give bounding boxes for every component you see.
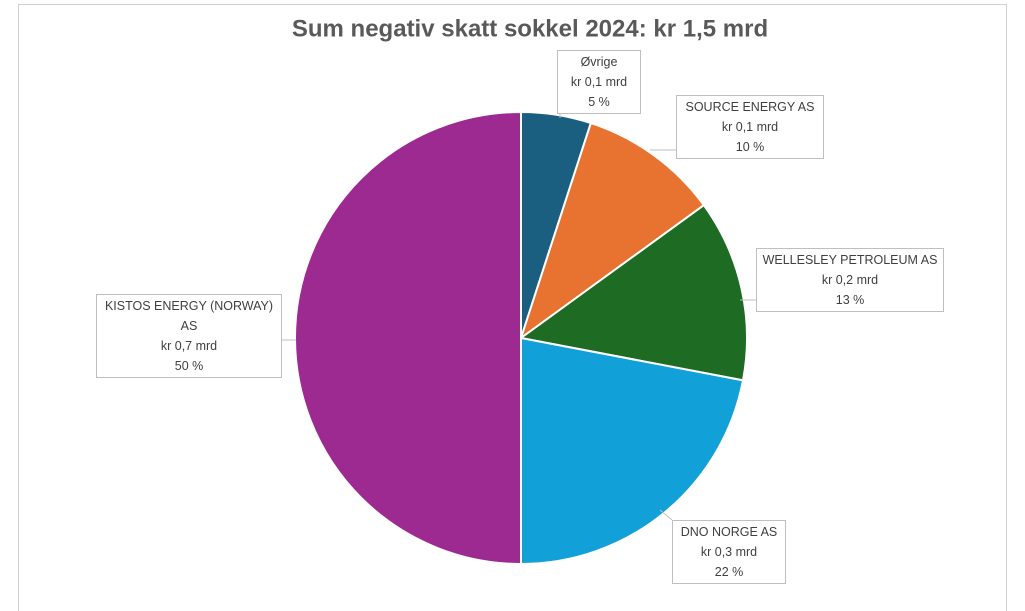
chart-frame xyxy=(18,4,1007,611)
pie-slice xyxy=(518,203,748,382)
label-amount: kr 0,7 mrd xyxy=(160,339,218,353)
label-amount: kr 0,3 mrd xyxy=(700,545,758,559)
label-percent: 22 % xyxy=(714,565,744,579)
label-name: Øvrige xyxy=(580,55,618,69)
data-label: WELLESLEY PETROLEUM AS kr 0,2 mrd 13 % xyxy=(756,248,944,312)
label-name: WELLESLEY PETROLEUM AS xyxy=(762,253,938,267)
label-name: DNO NORGE AS xyxy=(680,525,778,539)
data-label: KISTOS ENERGY (NORWAY) AS kr 0,7 mrd 50 % xyxy=(96,294,282,378)
label-percent: 5 % xyxy=(588,95,610,109)
callout-line xyxy=(659,509,673,521)
label-name: SOURCE ENERGY AS xyxy=(685,100,815,114)
data-label: Øvrige kr 0,1 mrd 5 % xyxy=(557,50,641,114)
pie-slice xyxy=(519,121,706,341)
pie-slice xyxy=(294,110,522,566)
label-percent: 10 % xyxy=(735,140,765,154)
label-percent: 13 % xyxy=(835,293,865,307)
pie-slice xyxy=(520,336,745,566)
label-name: KISTOS ENERGY (NORWAY) AS xyxy=(104,299,274,333)
data-label: DNO NORGE AS kr 0,3 mrd 22 % xyxy=(672,520,786,584)
data-label: SOURCE ENERGY AS kr 0,1 mrd 10 % xyxy=(676,95,824,159)
chart-title: Sum negativ skatt sokkel 2024: kr 1,5 mr… xyxy=(292,15,768,42)
label-amount: kr 0,2 mrd xyxy=(821,273,879,287)
label-amount: kr 0,1 mrd xyxy=(721,120,779,134)
label-amount: kr 0,1 mrd xyxy=(570,75,628,89)
label-percent: 50 % xyxy=(174,359,204,373)
